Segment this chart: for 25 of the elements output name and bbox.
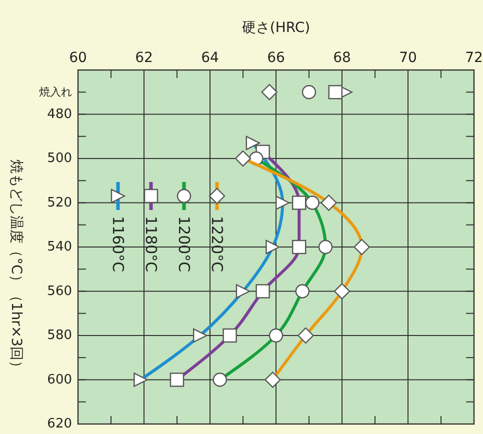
legend-label: 1180°C [142,216,160,272]
legend-label: 1160°C [109,216,127,272]
y-tick-label: 480 [47,106,72,122]
point [261,84,278,100]
point [302,85,316,100]
point [328,85,342,100]
y-axis-title: 焼もどし温度（°C）（1hr×3回） [8,160,24,374]
y-tick-label: 600 [47,372,72,388]
x-tick-label: 64 [201,50,219,66]
y-tick-label: 520 [47,195,72,210]
legend-label: 1220°C [208,216,226,272]
y-tick-label: 620 [47,416,72,432]
legend-label: 1200°C [175,216,193,272]
x-tick-label: 66 [267,50,285,66]
y-tick-label: 焼入れ [39,86,72,99]
y-tick-label: 580 [47,328,72,343]
x-tick-label: 68 [333,50,351,66]
x-tick-label: 60 [69,50,87,66]
x-tick-label: 70 [399,50,417,66]
x-axis-title: 硬さ(HRC) [242,20,310,36]
y-tick-label: 560 [47,284,72,299]
x-tick-label: 72 [465,50,483,66]
y-tick-label: 500 [47,151,72,166]
y-tick-label: 540 [47,240,72,254]
x-tick-label: 62 [135,50,153,66]
